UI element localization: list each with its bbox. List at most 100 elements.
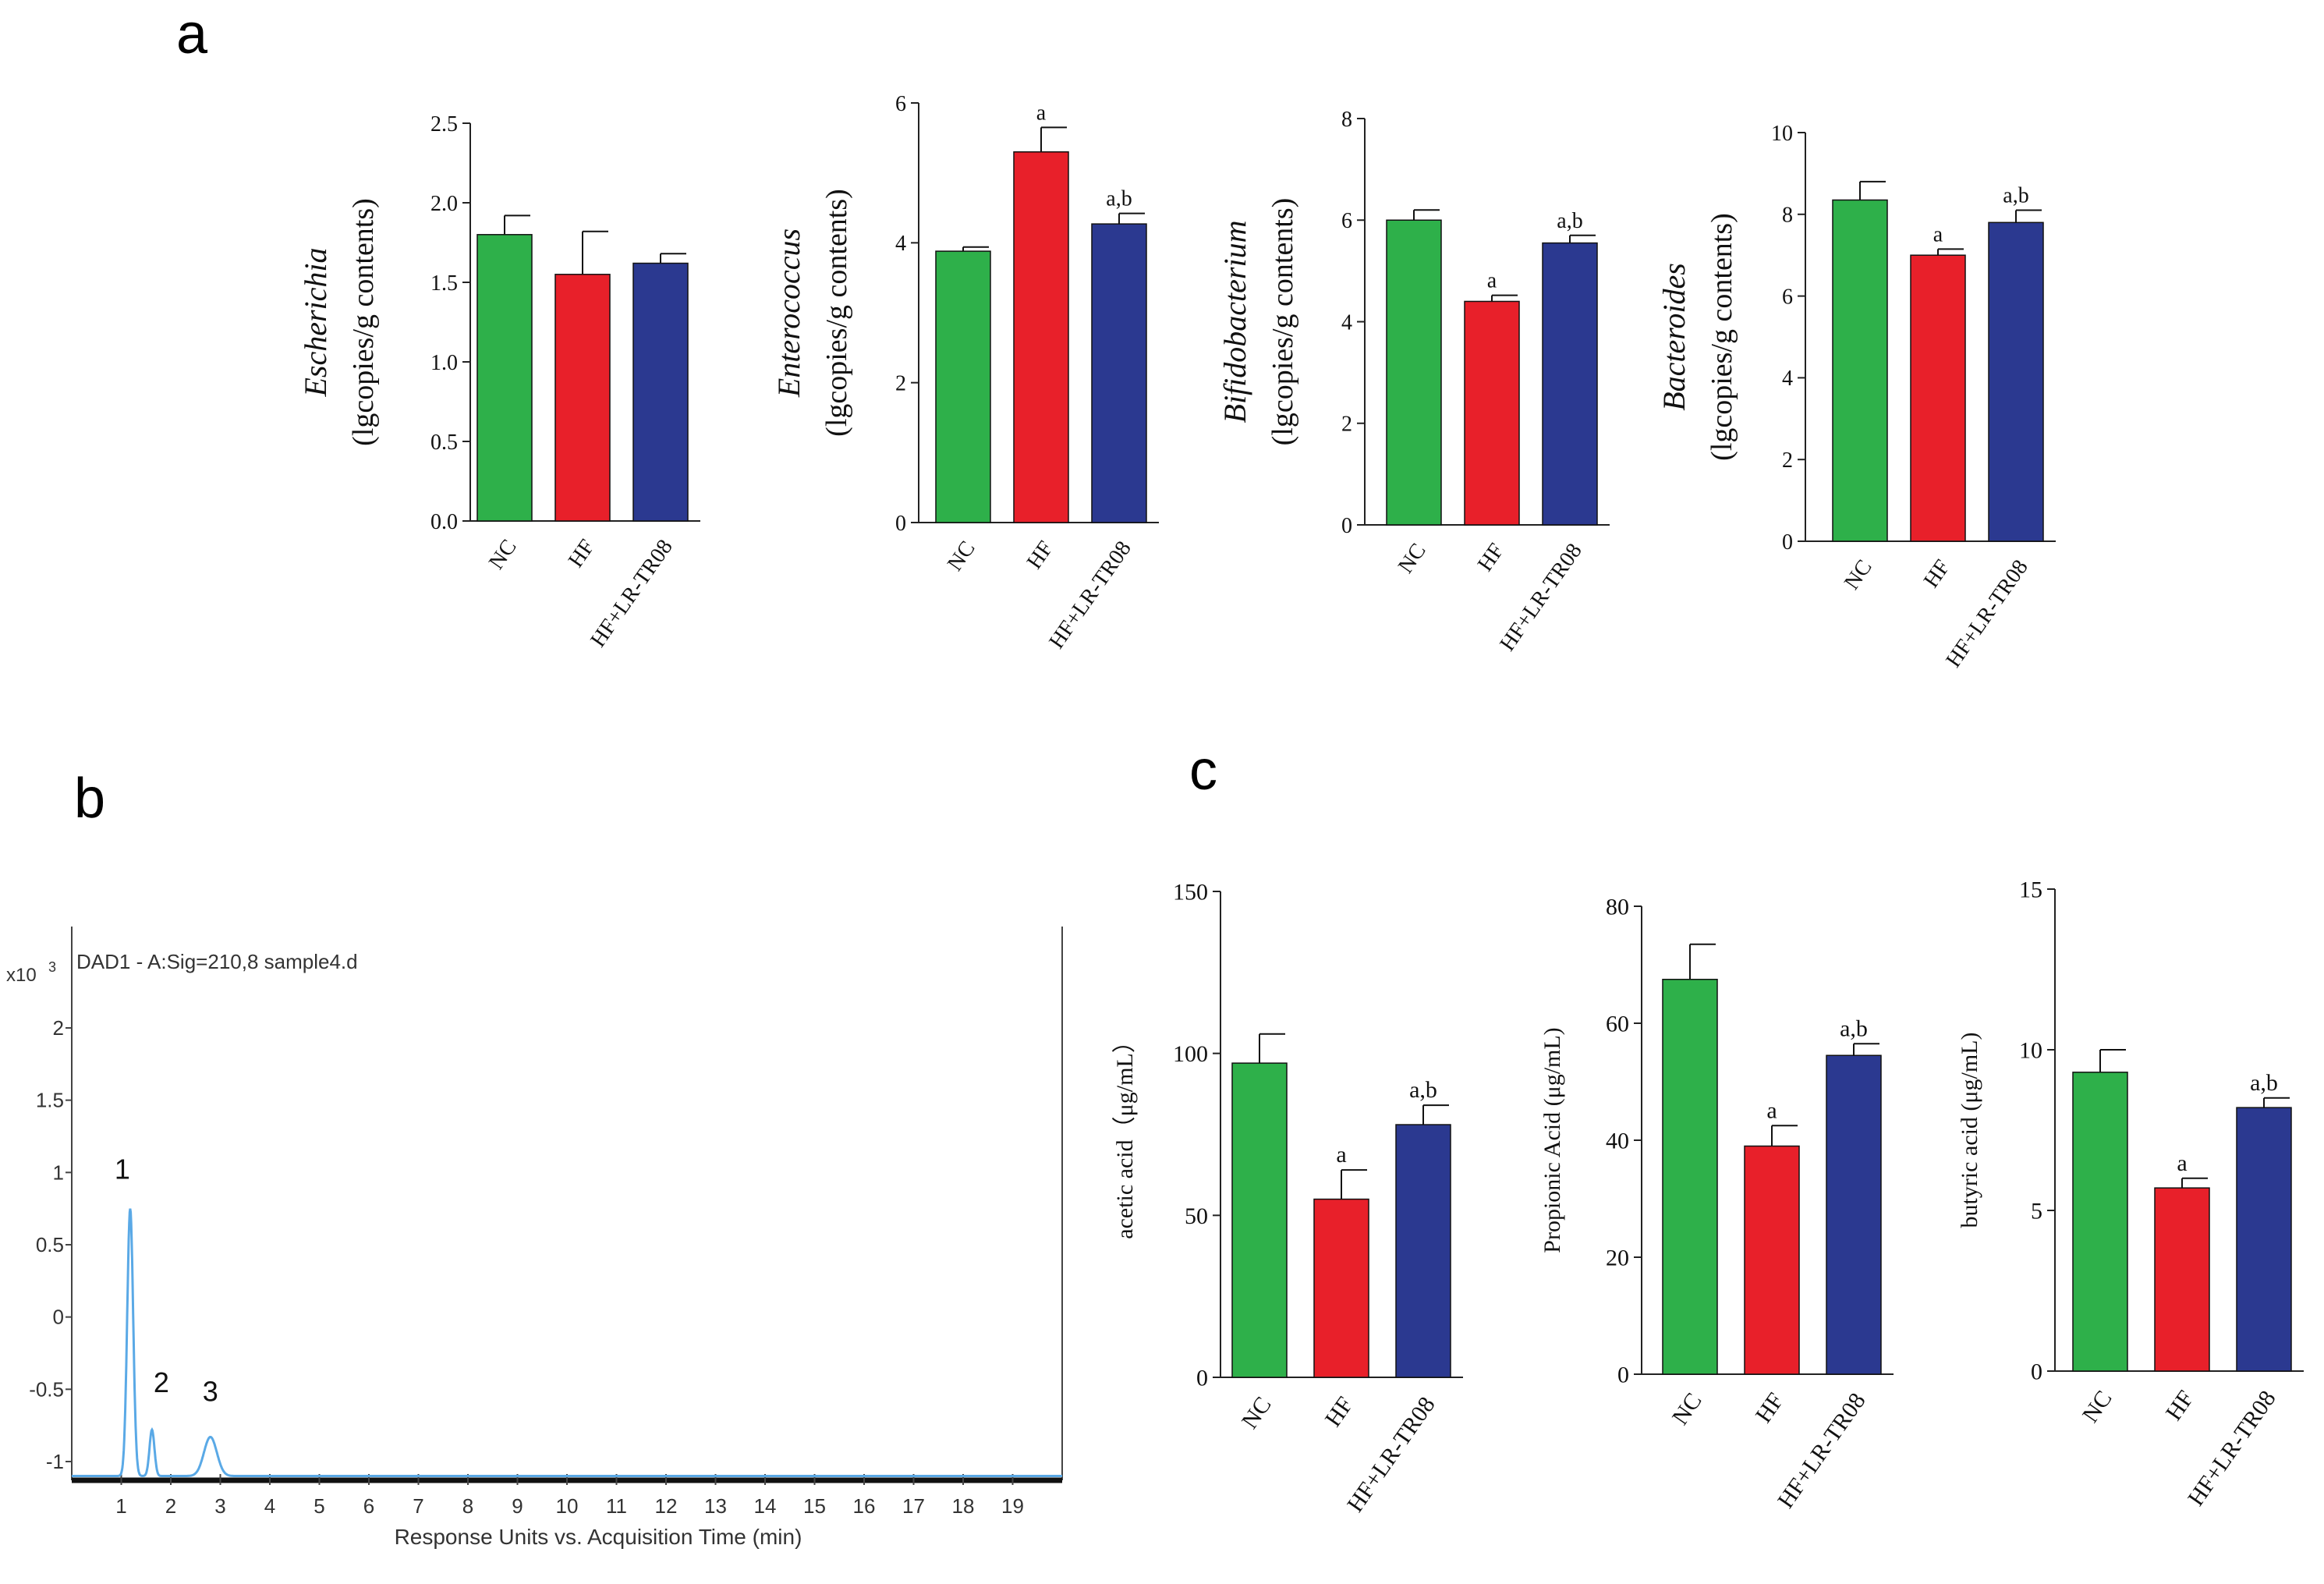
y-axis-title: acetic acid（μg/mL） [1112,1029,1138,1238]
y-tick-label: 2.5 [430,112,458,136]
chromatogram-x-tick-label: 7 [413,1494,423,1518]
y-axis-title-unit: (lgcopies/g contents) [347,198,380,446]
y-tick-label: 8 [1341,108,1352,132]
chromatogram-x-tick-label: 4 [264,1494,275,1518]
y-tick-label: 80 [1606,895,1629,920]
y-axis-title-unit: (lgcopies/g contents) [1706,213,1738,461]
chromatogram-x-tick-label: 1 [115,1494,126,1518]
x-category-label: NC [1394,539,1431,578]
bar-hf [1313,1198,1369,1378]
x-category-label: HF [1320,1392,1359,1431]
chromatogram-x-tick-label: 12 [655,1494,678,1518]
chromatogram-y-tick-label: -0.5 [29,1377,64,1401]
chromatogram-x-tick-label: 3 [214,1494,225,1518]
y-tick-label: 5 [2031,1199,2042,1224]
bar-chart-6: 0 20 40 60 80 NC a HF a,b HF+LR-TR08 Propionic Aci… [1539,895,1894,1513]
chromatogram-x-tick-label: 8 [462,1494,473,1518]
panel-label-b: b [74,767,105,830]
bar-hf [1910,254,1966,542]
x-category-label: NC [484,535,522,574]
y-tick-label: 50 [1185,1203,1208,1229]
y-tick-label: 0.5 [430,431,458,455]
y-tick-label: 0.0 [430,510,458,534]
bar-nc [1386,219,1442,526]
y-tick-label: 0 [2031,1359,2042,1385]
y-tick-label: 8 [1782,204,1793,228]
chromatogram-y-tick-label: 0 [53,1306,64,1329]
significance-label: a,b [1557,209,1582,233]
y-tick-label: 2 [895,371,906,395]
bar-chart-2: 0 2 4 6 NC a HF a,b HF+LR-TR08 Enterococcus (lgcop… [771,92,1159,653]
y-tick-label: 0 [1782,530,1793,555]
bar-hf-lr-tr08 [632,262,689,522]
chromatogram-y-tick-label: 1.5 [36,1089,64,1112]
chromatogram-y-tick-label: 0.5 [36,1233,64,1256]
significance-label: a,b [2250,1070,2278,1096]
y-tick-label: 4 [1341,310,1352,335]
x-category-label: HF [1473,539,1509,576]
chromatogram-x-axis-title: Response Units vs. Acquisition Time (min… [395,1525,802,1549]
y-axis-title-genus: Bifidobacterium [1217,221,1252,423]
bar-hf-lr-tr08 [1826,1054,1882,1375]
chromatogram-y-tick-label: 1 [53,1161,64,1184]
bar-nc [1231,1062,1288,1378]
y-tick-label: 2 [1341,413,1352,437]
y-axis-title-genus: Enterococcus [771,229,806,398]
bar-hf-lr-tr08 [1542,242,1598,526]
significance-label: a [2177,1150,2187,1176]
y-tick-label: 10 [1771,122,1793,146]
bar-nc [1832,199,1888,542]
bar-hf-lr-tr08 [1988,221,2044,542]
significance-label: a [1487,269,1497,293]
panel-label-a: a [176,3,208,66]
bar-chart-7: 0 5 10 15 NC a HF a,b HF+LR-TR08 butyric acid (μg… [1957,877,2304,1511]
significance-label: a [1036,101,1047,125]
bar-hf [1013,151,1069,523]
x-category-label: HF+LR-TR08 [586,535,677,651]
chromatogram-x-tick-label: 15 [803,1494,826,1518]
y-tick-label: 4 [1782,367,1793,391]
bar-hf [554,274,611,522]
chromatogram-trace [72,1208,1062,1477]
y-tick-label: 10 [2019,1038,2042,1064]
chromatogram-x-tick-label: 13 [704,1494,727,1518]
x-category-label: NC [1667,1388,1707,1430]
y-tick-label: 1.5 [430,271,458,296]
chromatogram-title: DAD1 - A:Sig=210,8 sample4.d [76,950,358,973]
y-exponent: 3 [48,959,56,975]
charts-layer: 0.00.51.01.52.02.5NC HFHF+LR-TR08Escheric… [6,92,2304,1549]
x-category-label: HF [1919,555,1955,592]
bar-nc [476,234,533,522]
peak-label: 1 [115,1153,130,1185]
peak-label: 2 [154,1366,169,1398]
y-tick-label: 0 [1196,1366,1208,1391]
chromatogram-x-tick-label: 16 [853,1494,876,1518]
peak-label: 3 [203,1375,218,1407]
bar-hf [1464,300,1520,526]
chromatogram-x-tick-label: 5 [314,1494,324,1518]
bar-nc [1662,979,1718,1375]
bar-hf [2154,1187,2210,1372]
chromatogram-x-tick-label: 10 [556,1494,579,1518]
x-category-label: NC [943,537,980,576]
x-category-label: HF [2161,1386,2199,1425]
bar-hf-lr-tr08 [1091,223,1147,523]
x-category-label: HF+LR-TR08 [2183,1386,2281,1511]
chromatogram-x-tick-label: 14 [754,1494,777,1518]
chromatogram-y-tick-label: 2 [53,1016,64,1040]
significance-label: a,b [1106,187,1132,211]
chromatogram-x-tick-label: 17 [902,1494,925,1518]
y-axis-title: Propionic Acid (μg/mL) [1539,1027,1565,1253]
bar-hf-lr-tr08 [2236,1107,2292,1372]
x-category-label: NC [1840,555,1877,594]
significance-label: a [1766,1097,1777,1123]
y-tick-label: 2 [1782,448,1793,473]
y-tick-label: 6 [1341,209,1352,233]
significance-label: a [1933,222,1943,246]
bar-nc [2072,1072,2128,1372]
significance-label: a,b [2003,184,2028,208]
x-category-label: NC [2078,1386,2117,1427]
panel-label-c: c [1189,739,1217,802]
bar-hf [1744,1145,1800,1375]
